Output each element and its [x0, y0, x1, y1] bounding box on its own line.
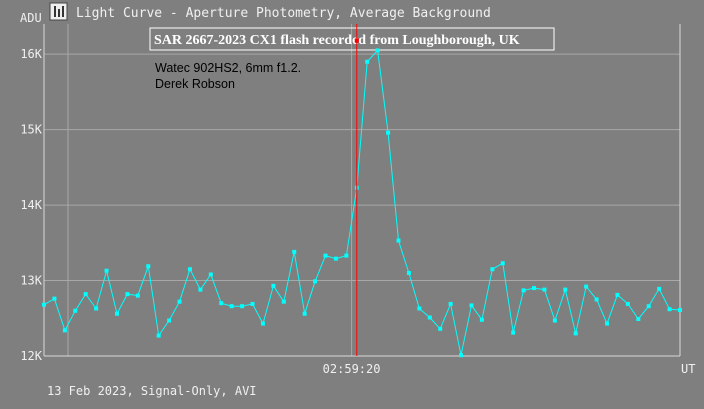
- series-line: [43, 49, 681, 356]
- footer-caption: 13 Feb 2023, Signal-Only, AVI: [47, 384, 257, 398]
- data-point: [229, 304, 234, 309]
- annotation-camera: Watec 902HS2, 6mm f1.2.: [155, 61, 301, 75]
- window-title: Light Curve - Aperture Photometry, Avera…: [76, 6, 491, 21]
- data-point: [657, 286, 662, 291]
- chart-title: SAR 2667-2023 CX1 flash recorded from Lo…: [154, 33, 520, 48]
- x-tick-labels: 02:59:20: [323, 362, 381, 376]
- data-point: [281, 299, 286, 304]
- data-point: [563, 287, 568, 292]
- series-group: [42, 48, 682, 358]
- data-point: [198, 287, 203, 292]
- data-point: [177, 299, 182, 304]
- data-point: [386, 130, 391, 135]
- frame-marker-point: [354, 38, 359, 43]
- data-point: [490, 267, 495, 272]
- frame-marker[interactable]: [354, 24, 359, 356]
- title-bar: Light Curve - Aperture Photometry, Avera…: [49, 2, 491, 21]
- data-point: [417, 306, 422, 311]
- data-point: [542, 287, 547, 292]
- data-point: [521, 288, 526, 293]
- data-point: [667, 307, 672, 312]
- x-tick-label: 02:59:20: [323, 362, 381, 376]
- data-point: [52, 296, 57, 301]
- data-point: [584, 284, 589, 289]
- data-point: [208, 272, 213, 277]
- y-tick-labels: 12K 13K 14K 15K 16K: [20, 47, 42, 363]
- data-point: [146, 264, 151, 269]
- data-point: [94, 306, 99, 311]
- data-point: [448, 301, 453, 306]
- light-curve-app-icon[interactable]: [49, 2, 68, 21]
- data-point: [479, 317, 484, 322]
- data-point: [260, 321, 265, 326]
- data-point: [396, 238, 401, 243]
- annotation-observer: Derek Robson: [155, 77, 235, 91]
- data-point: [271, 283, 276, 288]
- data-point: [219, 301, 224, 306]
- data-point: [167, 318, 172, 323]
- data-point: [406, 271, 411, 275]
- data-point: [500, 261, 505, 266]
- data-point: [156, 333, 161, 338]
- data-point: [459, 353, 464, 358]
- data-point: [125, 292, 130, 297]
- data-point: [532, 286, 537, 291]
- data-point: [292, 249, 297, 254]
- data-point: [42, 302, 46, 307]
- data-point: [646, 304, 651, 309]
- x-axis-label: UT: [681, 362, 695, 376]
- data-point: [250, 301, 255, 306]
- data-point: [365, 59, 370, 64]
- data-point: [552, 318, 557, 323]
- data-point: [135, 293, 140, 298]
- data-point: [605, 321, 610, 326]
- data-point: [104, 268, 109, 273]
- data-point: [511, 330, 516, 335]
- data-point: [83, 292, 88, 297]
- y-tick-label: 12K: [20, 349, 42, 363]
- y-tick-label: 16K: [20, 47, 42, 61]
- data-point: [333, 256, 338, 261]
- y-tick-label: 14K: [20, 198, 42, 212]
- data-point: [438, 326, 443, 331]
- data-point: [313, 279, 318, 284]
- data-point: [240, 304, 245, 309]
- data-point: [594, 297, 599, 302]
- y-tick-label: 15K: [20, 123, 42, 137]
- data-point: [427, 315, 432, 320]
- data-point: [678, 307, 682, 312]
- chart-title-box: SAR 2667-2023 CX1 flash recorded from Lo…: [149, 27, 555, 51]
- plot-grid: [43, 24, 681, 357]
- data-point: [323, 253, 328, 258]
- data-point: [615, 292, 620, 297]
- data-point: [344, 253, 349, 258]
- data-point: [636, 317, 641, 322]
- y-axis-label: ADU: [20, 11, 42, 25]
- data-point: [573, 331, 578, 336]
- data-point: [114, 311, 119, 316]
- data-point: [375, 48, 380, 53]
- data-point: [302, 311, 307, 316]
- data-point: [187, 267, 192, 272]
- y-tick-label: 13K: [20, 274, 42, 288]
- data-point: [469, 303, 474, 308]
- data-point: [62, 328, 67, 333]
- data-point: [625, 301, 630, 306]
- data-point: [73, 308, 78, 313]
